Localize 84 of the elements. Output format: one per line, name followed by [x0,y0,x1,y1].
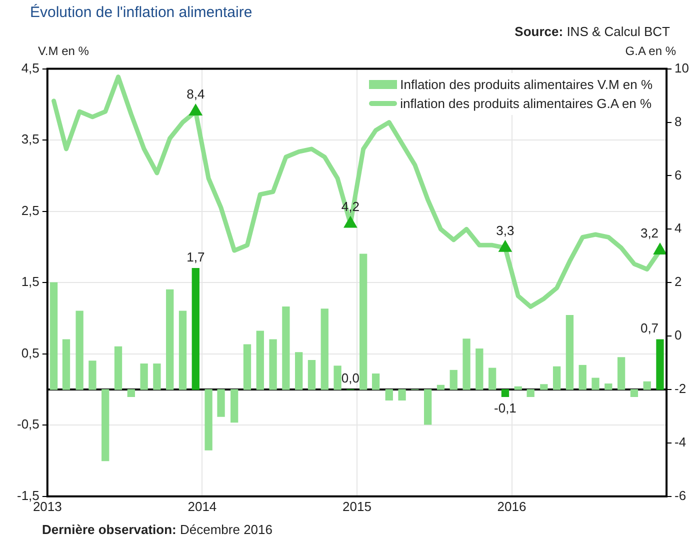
bar [334,366,342,390]
bar [462,338,470,390]
bar [488,368,496,390]
y2-tick-label: 4 [674,220,682,236]
bar [88,360,96,390]
chart-title: Évolution de l'inflation alimentaire [30,4,252,21]
y2-axis-title: G.A en % [625,44,676,58]
y2-tick-label: -6 [674,488,686,503]
bar [424,389,432,425]
y2-tick-label: -4 [674,434,686,450]
bar [230,389,238,423]
data-label: 3,2 [640,226,659,241]
bar [295,352,303,390]
x-tick-label: 2015 [342,498,372,514]
bar [578,364,586,390]
legend-label: Inflation des produits alimentaires V.M en % [400,76,653,94]
point [653,242,667,255]
bar [204,389,212,450]
y-tick-label: -1,5 [16,488,40,503]
bar [140,364,148,390]
data-label: -0,1 [494,400,516,416]
text: Dernière observation: Décembre 2016 [42,522,272,537]
y-tick-label: 4,5 [21,60,40,76]
bar [50,282,58,390]
bar [256,330,264,390]
bar [592,378,600,390]
bar [166,289,174,390]
source-note: Source: INS & Calcul BCT [514,24,670,39]
data-label: 0,7 [640,320,659,336]
bar [630,389,638,397]
x-tick-label: 2016 [497,498,526,514]
bar [604,383,612,390]
data-label: 1,7 [186,249,205,264]
bar [308,360,316,390]
data-label: 3,3 [496,222,514,238]
data-label: 4,2 [341,198,360,214]
bar [501,389,510,397]
data-label: 0,0 [341,370,360,386]
y2-tick-label: 10 [674,60,690,76]
bar [372,373,380,390]
y-tick-label: 3,5 [21,132,40,147]
bar [617,357,626,390]
bar [76,310,84,390]
y-axis-title: V.M en % [38,44,89,58]
bar [540,384,548,390]
y-tick-label: 2,5 [21,202,40,218]
y-tick-label: -0,5 [16,416,40,432]
bar [476,348,484,390]
bar [153,364,161,390]
bar [217,389,225,417]
y-tick-label: 1,5 [21,274,40,290]
bar [398,389,406,401]
bar [656,339,664,390]
bar [643,381,651,390]
bar [127,389,135,397]
y-tick-label: 0,5 [21,345,40,360]
point [498,240,512,252]
y2-tick-label: -2 [674,381,686,396]
bar [526,389,534,397]
bar [360,254,368,390]
legend-label: inflation des produits alimentaires G.A en % [400,94,652,113]
bar [62,339,70,390]
y2-tick-label: 0 [674,328,682,343]
data-label: 8,4 [186,86,205,102]
bar [450,370,458,390]
bar [320,308,328,390]
point [344,216,358,228]
bar [178,310,187,390]
bar [385,389,393,401]
point [188,104,203,116]
bar [192,268,200,390]
bar [114,346,122,390]
bar [243,344,252,390]
x-tick-label: 2014 [188,498,217,514]
bar [102,389,110,462]
y2-tick-label: 6 [674,167,682,182]
bar [282,306,290,390]
bar [269,339,277,390]
y2-tick-label: 2 [674,274,682,290]
bar [552,366,561,390]
bar [436,384,445,390]
y2-tick-label: 8 [674,114,682,129]
bar [566,315,574,390]
bar [514,386,522,390]
